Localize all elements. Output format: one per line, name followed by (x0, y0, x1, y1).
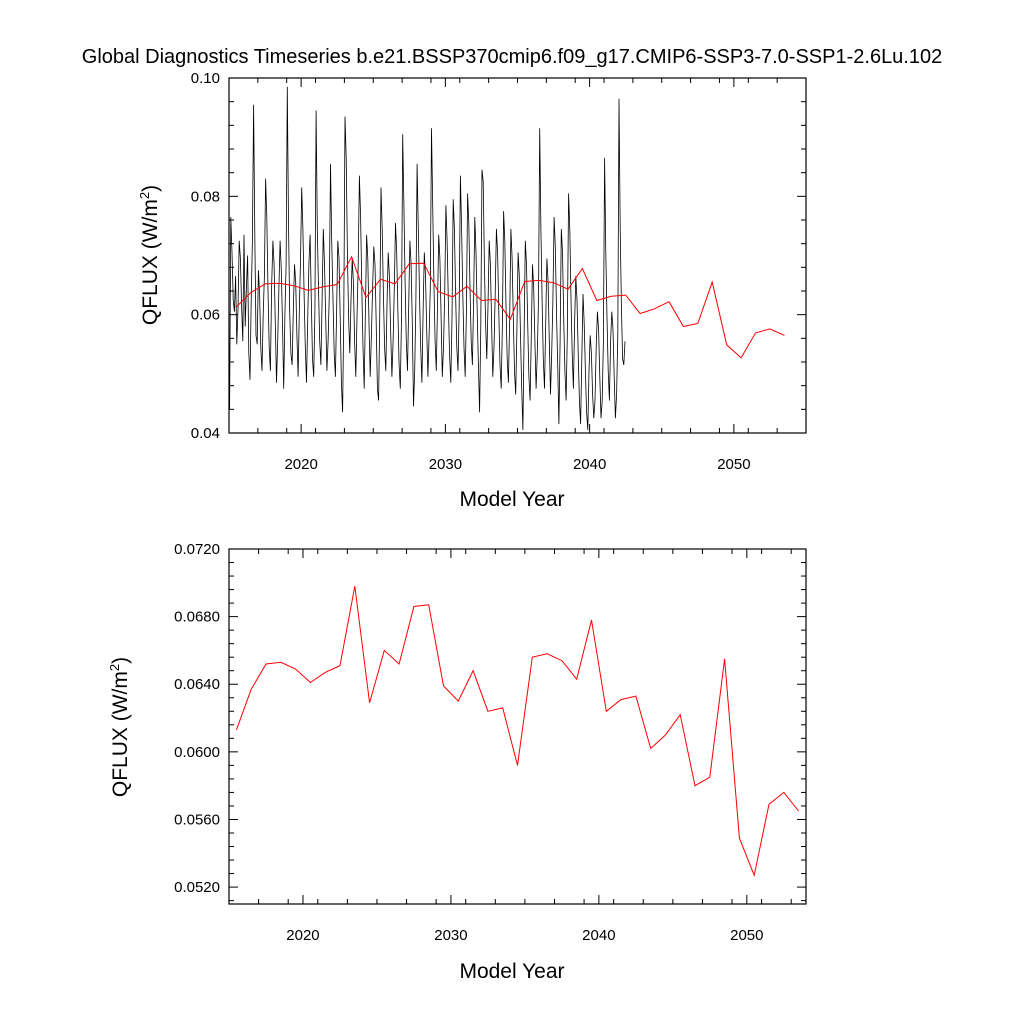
ticks-layer: 2020 2030 2040 2050 0.04 0.06 0.08 0.10 (191, 70, 807, 473)
y-tick-label: 0.08 (191, 188, 220, 205)
y-axis-label-main: QFLUX (W/m (139, 199, 162, 325)
y-tick-label: 0.0600 (174, 744, 220, 761)
y-axis-label-main: QFLUX (W/m (109, 671, 132, 797)
panel-bottom-annual: 2020 2030 2040 2050 0.0520 0.0560 0.0600 0.0640… (107, 541, 807, 983)
y-axis-label-end: ) (109, 657, 132, 664)
y-tick-label: 0.04 (191, 425, 220, 442)
y-tick-label: 0.0520 (174, 879, 220, 896)
plot-frame (228, 548, 807, 905)
chart-title: Global Diagnostics Timeseries b.e21.BSSP… (82, 46, 942, 68)
y-tick-label: 0.0640 (174, 676, 220, 693)
y-axis-label-sup: 2 (137, 192, 152, 199)
y-tick-label: 0.10 (191, 70, 220, 87)
series-line-0 (229, 86, 626, 431)
ticks-layer: 2020 2030 2040 2050 0.0520 0.0560 0.0600 0.0640… (174, 541, 806, 944)
series-layer (235, 586, 799, 878)
y-tick-label: 0.0680 (174, 609, 220, 626)
x-axis-label: Model Year (459, 488, 564, 511)
y-axis-label: QFLUX (W/m2) (137, 185, 162, 325)
x-tick-label: 2030 (434, 927, 467, 944)
series-layer (229, 86, 785, 431)
x-tick-label: 2020 (284, 456, 317, 473)
y-tick-label: 0.0720 (174, 541, 220, 558)
x-axis-label: Model Year (459, 960, 564, 983)
y-axis-label-end: ) (139, 185, 162, 192)
series-line-1 (235, 255, 785, 359)
x-tick-label: 2040 (573, 456, 606, 473)
x-tick-label: 2050 (717, 456, 750, 473)
x-tick-label: 2030 (429, 456, 462, 473)
x-tick-label: 2040 (582, 927, 615, 944)
x-tick-label: 2050 (730, 927, 763, 944)
y-axis-label: QFLUX (W/m2) (107, 657, 132, 797)
y-tick-label: 0.0560 (174, 811, 220, 828)
panel-top-timeseries: 2020 2030 2040 2050 0.04 0.06 0.08 0.10 Model Y… (137, 70, 807, 511)
series-line-0 (235, 586, 799, 878)
x-tick-label: 2020 (286, 927, 319, 944)
y-axis-label-sup: 2 (107, 664, 122, 671)
y-tick-label: 0.06 (191, 307, 220, 324)
